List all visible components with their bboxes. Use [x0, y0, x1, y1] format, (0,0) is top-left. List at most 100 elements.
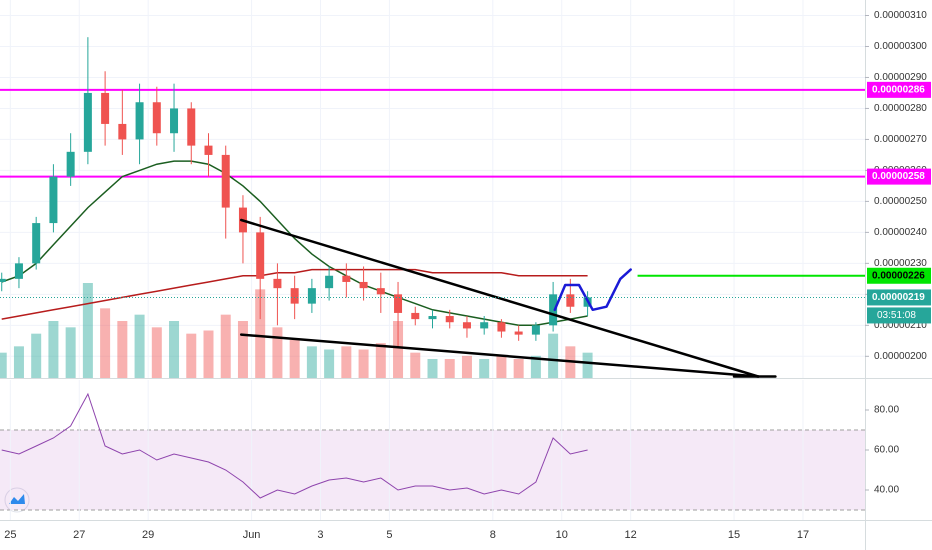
candle-body [445, 316, 454, 323]
candle [514, 325, 523, 341]
candle [32, 216, 41, 270]
y-tick-label: 0.00000270 [874, 134, 927, 145]
candle [325, 266, 334, 301]
candle-body [135, 102, 144, 140]
logo[interactable] [4, 487, 30, 513]
candle-body [32, 223, 41, 264]
drawing [553, 268, 632, 312]
volume-bar [461, 355, 472, 378]
candle-body [14, 263, 23, 279]
candle-body [497, 322, 506, 332]
volume-bar [220, 314, 231, 378]
volume-bar [186, 333, 197, 378]
candle [394, 281, 403, 348]
volume-bar [255, 289, 266, 378]
candle [256, 216, 265, 320]
candle-body [394, 294, 403, 313]
volume-bar [117, 321, 128, 378]
candle-body [256, 232, 265, 279]
y-tick-label: 0.00000240 [874, 227, 927, 238]
countdown-label: 03:51:08 [877, 310, 916, 321]
candle [376, 272, 385, 313]
x-tick-label: 25 [4, 529, 16, 541]
rsi-tick-label: 80.00 [874, 405, 899, 416]
rsi-line [1, 392, 588, 499]
candle [307, 278, 316, 313]
level-label: 0.00000258 [872, 171, 925, 182]
x-tick-label: 27 [73, 529, 85, 541]
candle [204, 133, 213, 177]
candle-body [221, 154, 230, 208]
candle-body [566, 294, 575, 307]
drawing [239, 218, 760, 378]
volume-bar [341, 346, 352, 378]
volume-bar [289, 340, 300, 378]
x-tick-label: 17 [797, 529, 809, 541]
volume-bar [358, 349, 369, 378]
candle-body [411, 312, 420, 320]
candle-body [531, 325, 540, 335]
candle [187, 102, 196, 165]
candle-body [0, 278, 6, 282]
candle-body [187, 108, 196, 146]
candle-body [428, 316, 437, 320]
volume-bar [0, 352, 7, 378]
x-tick-label: 15 [728, 529, 740, 541]
candle-body [170, 108, 179, 134]
level-label: 0.00000286 [872, 84, 925, 95]
volume-bar [65, 327, 76, 378]
candle [66, 133, 75, 186]
volume-bar [375, 343, 386, 378]
level-label-box [867, 267, 931, 284]
candle [83, 37, 92, 165]
candle [273, 263, 282, 326]
volume-bar [272, 327, 283, 378]
x-tick-label: 10 [556, 529, 568, 541]
x-tick-label: 12 [625, 529, 637, 541]
candle [14, 257, 23, 289]
volume-bar [513, 359, 524, 378]
volume-bar [444, 359, 455, 378]
grid [0, 0, 865, 520]
volume-bar [393, 321, 404, 378]
volume-bar [324, 349, 335, 378]
candle [497, 319, 506, 338]
y-tick-label: 0.00000310 [874, 10, 927, 21]
y-tick-label: 0.00000210 [874, 320, 927, 331]
candle [152, 86, 161, 146]
candle-body [83, 92, 92, 152]
y-tick-label: 0.00000300 [874, 41, 927, 52]
candle [101, 71, 110, 146]
candle-body [204, 145, 213, 155]
candle [531, 322, 540, 341]
volume-bar [530, 355, 541, 378]
candle-body [376, 288, 385, 295]
x-tick-label: 29 [142, 529, 154, 541]
candle-body [66, 151, 75, 177]
candle-body [101, 92, 110, 124]
volume-bar [48, 321, 59, 378]
candle-body [273, 278, 282, 289]
rsi-band [0, 430, 865, 510]
level-label: 0.00000226 [872, 270, 925, 281]
countdown-box [867, 307, 931, 324]
candle [445, 309, 454, 329]
candle [170, 83, 179, 152]
candle-body [549, 294, 558, 326]
volume-bar [82, 283, 93, 378]
volume-bar [427, 359, 438, 378]
candle-body [152, 102, 161, 134]
current-price-box [867, 289, 931, 306]
candle-body [307, 288, 316, 304]
volume-bar [582, 352, 593, 378]
volume-bar [134, 314, 145, 378]
candle [49, 164, 58, 233]
volume-bar [100, 308, 111, 378]
candle [118, 89, 127, 155]
rsi-tick-label: 40.00 [874, 485, 899, 496]
rsi-tick-label: 60.00 [874, 445, 899, 456]
candle [221, 145, 230, 239]
candle-body [290, 288, 299, 304]
x-tick-label: Jun [243, 529, 261, 541]
